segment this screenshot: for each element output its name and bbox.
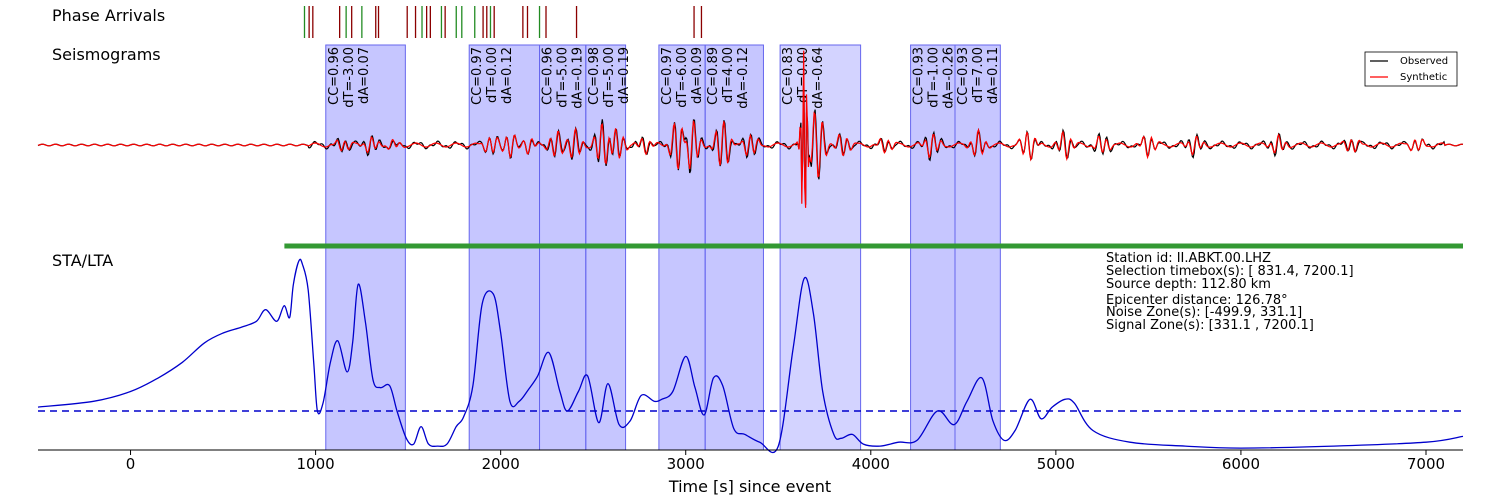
window-3-dt-label: dT=-5.00: [556, 47, 571, 108]
window-5-da-label: dA=0.09: [690, 47, 705, 104]
x-tick-label-1000: 1000: [297, 455, 335, 473]
x-axis-label: Time [s] since event: [668, 477, 831, 496]
x-tick-label-5000: 5000: [1037, 455, 1075, 473]
stalta-curve: [37, 258, 1464, 453]
legend-box: [1364, 51, 1458, 87]
x-tick-label-0: 0: [126, 455, 136, 473]
info-epicenter-distance: Epicenter distance: 126.78°: [1106, 293, 1288, 308]
window-8-dt-label: dT=-1.00: [927, 47, 942, 108]
legend-observed-label: Observed: [1400, 56, 1448, 67]
window-9-cc-label: CC=0.93: [956, 47, 971, 105]
window-2-cc-label: CC=0.97: [470, 47, 485, 105]
window-6-cc-label: CC=0.89: [706, 47, 721, 105]
x-tick-label-4000: 4000: [852, 455, 890, 473]
phase-arrival-ticks: [303, 6, 703, 38]
window-1-da-label: dA=0.07: [357, 47, 372, 104]
window-8-da-label: dA=-0.26: [942, 47, 957, 109]
info-selection-timebox: Selection timebox(s): [ 831.4, 7200.1]: [1106, 264, 1354, 279]
window-1-cc-label: CC=0.96: [327, 47, 342, 105]
window-6-dt-label: dT=4.00: [721, 47, 736, 103]
window-3-cc-label: CC=0.96: [541, 47, 556, 105]
legend: Observed Synthetic: [1364, 51, 1458, 87]
x-tick-label-7000: 7000: [1407, 455, 1445, 473]
window-7-cc-label: CC=0.83: [781, 47, 796, 105]
window-4-da-label: dA=0.19: [617, 47, 632, 104]
window-4-cc-label: CC=0.98: [587, 47, 602, 105]
x-tick-label-6000: 6000: [1222, 455, 1260, 473]
info-source-depth: Source depth: 112.80 km: [1106, 277, 1271, 292]
phase-arrivals-title: Phase Arrivals: [52, 6, 165, 25]
window-2-da-label: dA=0.12: [500, 47, 515, 104]
station-info: Station id: II.ABKT.00.LHZ Selection tim…: [1106, 251, 1354, 333]
legend-synthetic-label: Synthetic: [1400, 72, 1447, 83]
stalta-title: STA/LTA: [52, 251, 113, 270]
info-station-id: Station id: II.ABKT.00.LHZ: [1106, 251, 1271, 266]
time-axis: 0 1000 2000 3000 4000 5000 6000 7000: [38, 449, 1463, 473]
window-2-dt-label: dT=0.00: [485, 47, 500, 103]
window-8-cc-label: CC=0.93: [912, 47, 927, 105]
window-6-da-label: dA=-0.12: [736, 47, 751, 109]
seismogram-traces: [37, 50, 1464, 208]
synthetic-trace: [37, 50, 1464, 208]
window-7-da-label: dA=-0.64: [811, 47, 826, 109]
x-tick-label-2000: 2000: [482, 455, 520, 473]
window-4-dt-label: dT=-5.00: [602, 47, 617, 108]
window-9-dt-label: dT=7.00: [971, 47, 986, 103]
window-3-da-label: dA=-0.19: [571, 47, 586, 109]
info-signal-zone: Signal Zone(s): [331.1 , 7200.1]: [1106, 318, 1314, 333]
x-tick-label-3000: 3000: [667, 455, 705, 473]
window-5-dt-label: dT=-6.00: [675, 47, 690, 108]
seismograms-title: Seismograms: [52, 45, 161, 64]
window-1-dt-label: dT=-3.00: [342, 47, 357, 108]
stalta-plot: [37, 258, 1464, 453]
info-noise-zone: Noise Zone(s): [-499.9, 331.1]: [1106, 305, 1302, 320]
window-5-cc-label: CC=0.97: [660, 47, 675, 105]
window-9-da-label: dA=0.11: [986, 47, 1001, 104]
